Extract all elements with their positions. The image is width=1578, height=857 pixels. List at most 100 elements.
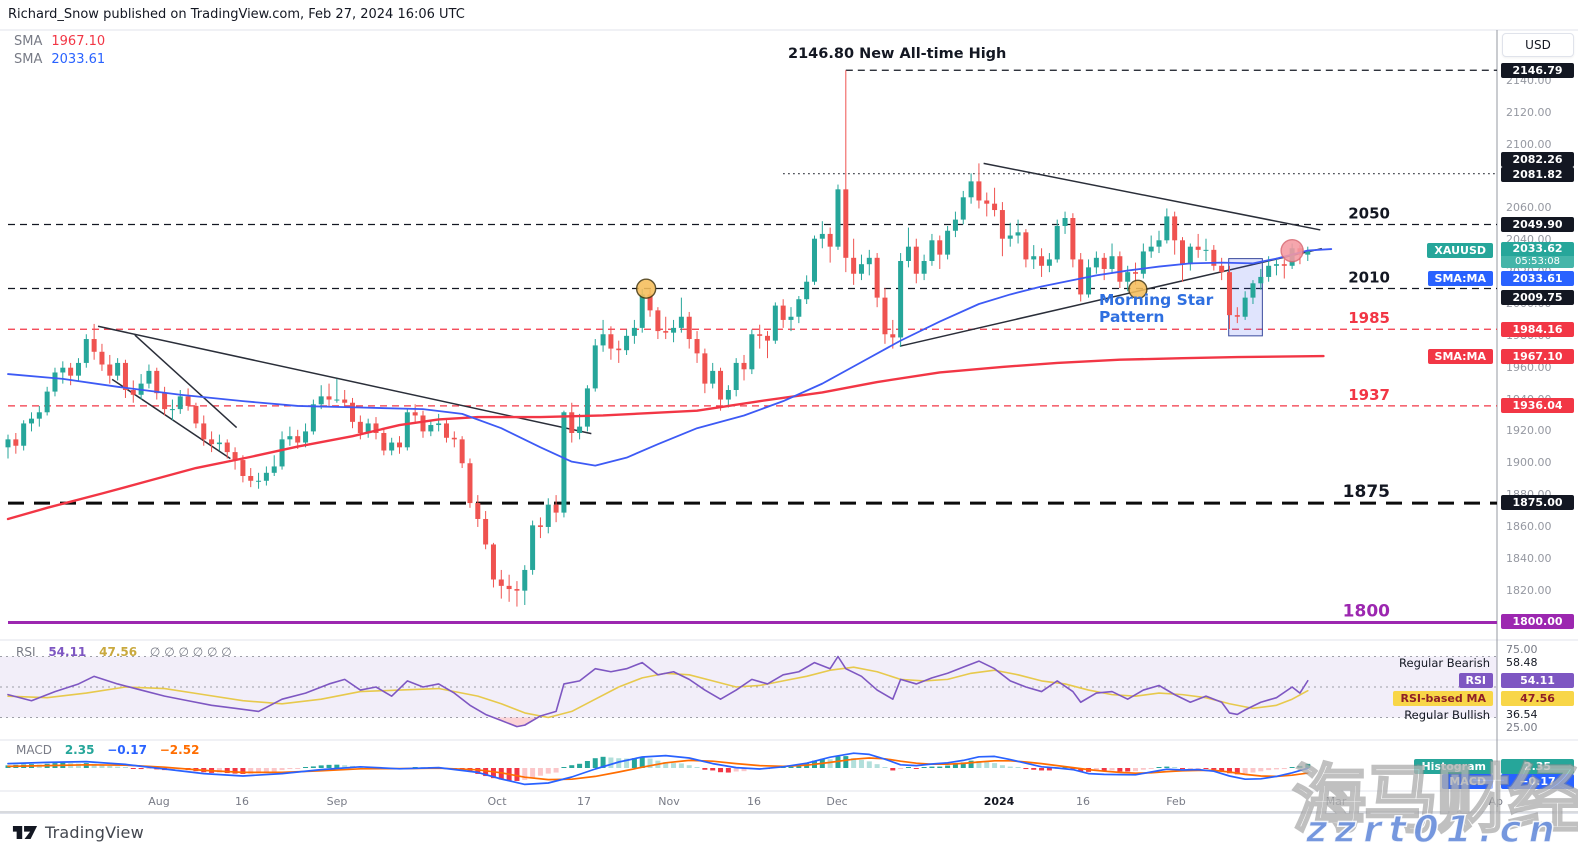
candle <box>734 363 739 390</box>
candle <box>969 181 974 197</box>
candle <box>146 371 151 384</box>
candle <box>585 388 590 426</box>
rsi-empty-values: ∅ ∅ ∅ ∅ ∅ ∅ <box>150 645 232 659</box>
candle <box>1023 232 1028 259</box>
candle <box>514 589 519 591</box>
candle <box>624 336 629 350</box>
indicator-legend: SMA1967.10 SMA 2033.61 <box>14 33 105 69</box>
candle <box>381 433 386 451</box>
time-tick[interactable]: Oct <box>487 795 506 808</box>
candle <box>1196 247 1201 250</box>
candle <box>154 371 159 393</box>
candle <box>350 403 355 422</box>
candle <box>992 204 997 210</box>
candle <box>608 334 613 348</box>
candle <box>1149 247 1154 252</box>
candle <box>1102 258 1107 269</box>
candle <box>193 406 198 424</box>
candle <box>671 328 676 333</box>
time-tick[interactable]: Mar <box>1326 795 1347 808</box>
last-price-badge: 2033.62 05:53:08 <box>1501 242 1574 268</box>
candle <box>272 466 277 472</box>
rsi-ma-value: 47.56 <box>99 645 137 659</box>
symbol-label-badge: XAUUSD <box>1427 243 1493 258</box>
candle <box>961 197 966 219</box>
candle <box>1055 226 1060 259</box>
brand-name: TradingView <box>45 823 144 842</box>
time-tick[interactable]: Dec <box>826 795 847 808</box>
candle <box>358 422 363 433</box>
candle <box>483 519 488 544</box>
rsi-status-line[interactable]: RSI 54.11 47.56 ∅ ∅ ∅ ∅ ∅ ∅ <box>16 645 241 659</box>
time-tick[interactable]: Sep <box>327 795 348 808</box>
candle <box>695 339 700 353</box>
marker-circle-0 <box>637 279 656 298</box>
candle <box>796 299 801 317</box>
sma-slow-value: 1967.10 <box>51 34 105 49</box>
time-tick[interactable]: Nov <box>658 795 679 808</box>
candle <box>1078 259 1083 294</box>
sma-label: SMA <box>14 52 42 67</box>
chart-canvas: 205020101985193718751800 <box>0 0 1578 857</box>
candle <box>914 247 919 274</box>
tradingview-logo[interactable]: TradingView <box>12 823 144 842</box>
candle <box>84 339 89 363</box>
candle <box>186 396 191 406</box>
time-tick[interactable]: 16 <box>747 795 761 808</box>
candle <box>867 258 872 264</box>
candlestick-series <box>6 70 1311 606</box>
time-tick[interactable]: 17 <box>577 795 591 808</box>
price-axis[interactable] <box>1497 30 1578 812</box>
macd-label: MACD <box>16 743 52 757</box>
candle <box>280 439 285 466</box>
candle <box>428 425 433 431</box>
candle <box>507 586 512 589</box>
candle <box>781 306 786 320</box>
time-axis[interactable]: Aug 16 Sep Oct 17 Nov 16 Dec 2024 16 Feb Mar Apr <box>0 791 1503 812</box>
candle <box>929 240 934 261</box>
candle <box>1250 283 1255 297</box>
candle <box>1180 240 1185 264</box>
time-tick[interactable]: Aug <box>148 795 169 808</box>
candle <box>131 390 136 395</box>
level-label-1937: 1937 <box>1348 386 1390 404</box>
time-tick[interactable]: Feb <box>1166 795 1185 808</box>
candle <box>1110 256 1115 269</box>
candle <box>1063 218 1068 226</box>
candle <box>201 423 206 439</box>
candle <box>452 438 457 440</box>
candle <box>1157 240 1162 246</box>
candle <box>52 372 57 391</box>
candle <box>1282 264 1287 266</box>
candle <box>828 234 833 247</box>
time-tick[interactable]: 16 <box>1076 795 1090 808</box>
sma-fast-value: 2033.61 <box>51 52 105 67</box>
candle <box>76 363 81 376</box>
candle <box>843 189 848 257</box>
morning-star-line1: Morning Star <box>1099 292 1213 309</box>
candle <box>499 580 504 586</box>
candle <box>710 371 715 384</box>
candle <box>804 282 809 300</box>
candle <box>530 525 535 570</box>
candle <box>342 400 347 403</box>
candle <box>37 412 42 418</box>
time-tick[interactable]: 16 <box>235 795 249 808</box>
candle <box>1258 277 1263 283</box>
time-tick[interactable]: Apr <box>1488 795 1503 808</box>
candle <box>1117 256 1122 281</box>
morning-star-line2: Pattern <box>1099 309 1213 326</box>
candle <box>1172 216 1177 240</box>
legend-row-sma-slow[interactable]: SMA1967.10 <box>14 33 105 51</box>
legend-row-sma-fast[interactable]: SMA 2033.61 <box>14 51 105 69</box>
candle <box>68 368 73 376</box>
candle <box>937 240 942 254</box>
time-tick[interactable]: 2024 <box>984 795 1015 808</box>
candle <box>60 368 65 373</box>
candle <box>835 189 840 246</box>
candle <box>1094 258 1099 268</box>
candle <box>640 294 645 327</box>
macd-status-line[interactable]: MACD 2.35 −0.17 −2.52 <box>16 743 208 757</box>
candle <box>295 436 300 442</box>
candle <box>538 525 543 527</box>
